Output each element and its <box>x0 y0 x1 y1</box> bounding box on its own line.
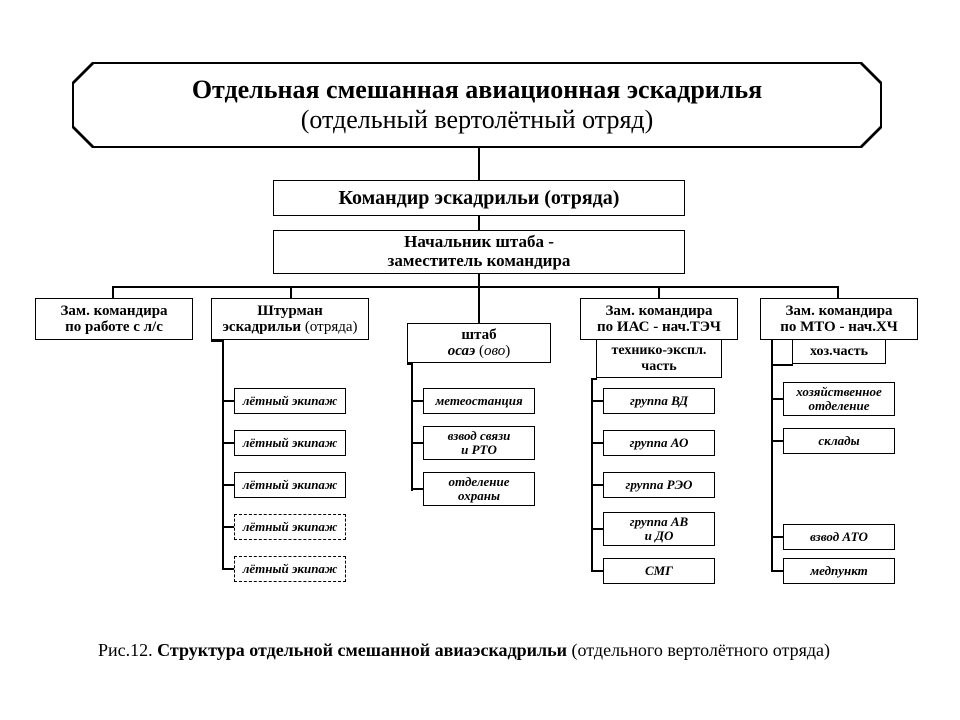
connector <box>407 363 413 365</box>
connector <box>112 286 114 298</box>
tick <box>591 570 603 572</box>
crew-3: лётный экипаж <box>234 472 346 498</box>
tick <box>222 442 234 444</box>
guard-box: отделение охраны <box>423 472 535 506</box>
hoz-label: хоз.часть <box>810 344 868 359</box>
chief-of-staff-box: Начальник штаба - заместитель командира <box>273 230 685 274</box>
crew-1: лётный экипаж <box>234 388 346 414</box>
commander-box: Командир эскадрильи (отряда) <box>273 180 685 216</box>
crew-2: лётный экипаж <box>234 430 346 456</box>
dep-pers-l1: Зам. командира <box>60 303 167 320</box>
tick <box>411 400 423 402</box>
tick <box>591 400 603 402</box>
crew-4: лётный экипаж <box>234 514 346 540</box>
spine-col3 <box>411 363 413 491</box>
title-line1: Отдельная смешанная авиационная эскадрил… <box>192 75 762 105</box>
tick <box>411 442 423 444</box>
hq-l1: штаб <box>461 327 496 344</box>
smg-box: СМГ <box>603 558 715 584</box>
ias-l2: по ИАС - нач.ТЭЧ <box>597 319 721 336</box>
navigator-box: Штурман эскадрильи (отряда) <box>211 298 369 340</box>
bus <box>112 286 838 288</box>
cos-line1: Начальник штаба - <box>404 233 554 252</box>
hq-box: штаб осаэ (ово) <box>407 323 551 363</box>
meteo-box: метеостанция <box>423 388 535 414</box>
spine-col2 <box>222 340 224 570</box>
tick <box>771 570 783 572</box>
tp-l2: часть <box>641 359 676 374</box>
dep-pers-l2: по работе с л/с <box>65 319 163 336</box>
warehouses-box: склады <box>783 428 895 454</box>
dep-ias-box: Зам. командира по ИАС - нач.ТЭЧ <box>580 298 738 340</box>
connector <box>478 286 480 323</box>
connector <box>478 274 480 286</box>
cos-line2: заместитель командира <box>388 252 571 271</box>
connector <box>478 148 480 180</box>
hq-l2: осаэ (ово) <box>448 343 511 360</box>
nav-l1: Штурман <box>257 303 323 320</box>
connector <box>211 340 224 342</box>
tick <box>222 526 234 528</box>
dep-mto-box: Зам. командира по МТО - нач.ХЧ <box>760 298 918 340</box>
mto-l1: Зам. командира <box>785 303 892 320</box>
hoz-part-box: хоз.часть <box>792 340 886 364</box>
tick <box>591 484 603 486</box>
group-ao: группа АО <box>603 430 715 456</box>
medpoint-box: медпункт <box>783 558 895 584</box>
comms-box: взвод связи и РТО <box>423 426 535 460</box>
title-line2: (отдельный вертолётный отряд) <box>301 105 654 135</box>
tick <box>222 484 234 486</box>
tick <box>222 400 234 402</box>
tp-l1: технико-экспл. <box>612 343 707 358</box>
tick <box>591 528 603 530</box>
ias-l1: Зам. командира <box>605 303 712 320</box>
connector <box>771 364 793 366</box>
hoz-dept-box: хозяйственное отделение <box>783 382 895 416</box>
group-av: группа АВ и ДО <box>603 512 715 546</box>
tech-part-box: технико-экспл. часть <box>596 340 722 378</box>
connector <box>478 216 480 230</box>
crew-5: лётный экипаж <box>234 556 346 582</box>
dep-personnel-box: Зам. командира по работе с л/с <box>35 298 193 340</box>
mto-l2: по МТО - нач.ХЧ <box>780 319 898 336</box>
title-frame: Отдельная смешанная авиационная эскадрил… <box>72 62 882 148</box>
tick <box>411 488 423 490</box>
tick <box>771 536 783 538</box>
commander-label: Командир эскадрильи (отряда) <box>339 187 620 209</box>
ato-box: взвод АТО <box>783 524 895 550</box>
connector <box>658 286 660 298</box>
connector <box>591 378 597 380</box>
figure-caption: Рис.12. Структура отдельной смешанной ав… <box>98 640 918 661</box>
connector <box>837 286 839 298</box>
tick <box>591 442 603 444</box>
nav-l2: эскадрильи (отряда) <box>222 319 357 336</box>
tick <box>222 568 234 570</box>
group-reo: группа РЭО <box>603 472 715 498</box>
group-vd: группа ВД <box>603 388 715 414</box>
spine-col4 <box>591 378 593 572</box>
connector <box>290 286 292 298</box>
